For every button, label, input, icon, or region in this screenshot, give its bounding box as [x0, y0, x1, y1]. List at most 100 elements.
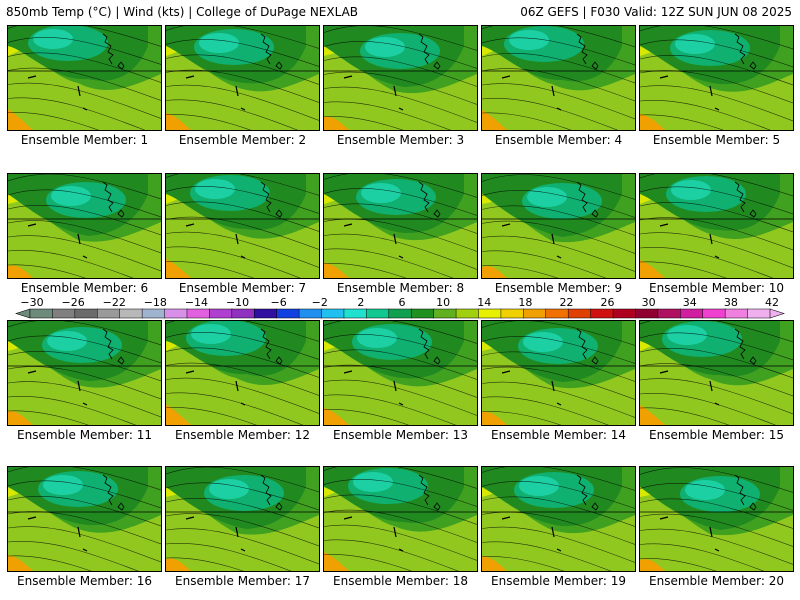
great-lakes-outline: [418, 328, 430, 360]
wind-barbs: [185, 370, 246, 406]
great-lakes-outline: [418, 474, 430, 506]
temperature-map: [482, 467, 635, 571]
lake-outline: [117, 61, 125, 70]
great-lakes-outline: [734, 33, 746, 65]
great-lakes-outline: [734, 181, 746, 213]
temperature-colorbar: −30 −26 −22 −18 −14 −10 −6 −2 2 6 10 14 18 22 26 30 34 38…: [15, 296, 785, 319]
map-panel: [7, 320, 162, 426]
temperature-map: [8, 26, 161, 130]
warm-corner: [8, 265, 33, 278]
height-contour: [482, 235, 635, 272]
colorbar-tick-label: 34: [683, 296, 697, 309]
temperature-map: [324, 467, 477, 571]
height-contour: [482, 265, 559, 278]
warm-corner: [8, 555, 33, 571]
colorbar-tick-label: 6: [399, 296, 406, 309]
height-contour: [324, 187, 477, 216]
member-caption: Ensemble Member: 18: [333, 574, 468, 588]
colorbar-swatch: [74, 308, 98, 319]
warm-corner: [324, 408, 349, 425]
member-caption: Ensemble Member: 12: [175, 428, 310, 442]
warm-corner: [640, 260, 665, 278]
height-contour: [166, 331, 319, 360]
height-contour: [324, 524, 477, 561]
temperature-map: [166, 321, 319, 425]
map-panel: [323, 173, 478, 279]
height-contour: [324, 321, 477, 344]
colorbar-swatch: [478, 308, 502, 319]
height-contour: [166, 557, 244, 571]
wind-barbs: [659, 516, 720, 552]
warm-corner: [324, 116, 349, 130]
colorbar-swatch: [343, 308, 368, 319]
warm-corner: [166, 558, 191, 571]
colorbar-swatch: [119, 308, 143, 319]
temperature-map: [166, 26, 319, 130]
height-contour: [482, 480, 635, 509]
colorbar-swatch: [97, 308, 121, 319]
ensemble-member-panel: Ensemble Member: 10: [639, 173, 794, 303]
height-contour: [482, 321, 635, 346]
lake-outline: [275, 356, 283, 365]
map-panel: [323, 466, 478, 572]
height-contour: [324, 364, 477, 398]
lake-outline: [433, 502, 441, 511]
coldest-core: [199, 33, 239, 53]
height-contour: [640, 482, 793, 511]
member-caption: Ensemble Member: 9: [494, 281, 623, 295]
height-contour: [166, 26, 319, 49]
member-caption: Ensemble Member: 10: [649, 281, 784, 295]
height-contour: [324, 40, 477, 69]
height-contour: [166, 54, 319, 85]
ensemble-member-panel: Ensemble Member: 14: [481, 320, 636, 450]
warm-corner: [640, 114, 665, 130]
lake-outline: [749, 61, 757, 70]
map-panel: [7, 466, 162, 572]
ensemble-member-panel: Ensemble Member: 1: [7, 25, 162, 155]
height-contour: [640, 543, 765, 571]
ensemble-member-panel: Ensemble Member: 5: [639, 25, 794, 155]
height-contour: [640, 114, 724, 130]
map-panel: [481, 173, 636, 279]
temperature-map: [166, 467, 319, 571]
height-contour: [482, 112, 572, 130]
height-contour: [8, 467, 161, 491]
coldest-core: [675, 34, 715, 54]
colorbar-swatch: [388, 308, 412, 319]
ensemble-member-panel: Ensemble Member: 7: [165, 173, 320, 303]
member-caption: Ensemble Member: 15: [649, 428, 784, 442]
warm-corner: [482, 266, 507, 278]
lake-outline: [591, 61, 599, 70]
lake-outline: [275, 209, 283, 218]
coldest-core: [33, 29, 73, 49]
coldest-core: [191, 324, 231, 344]
colorbar-tick-label: 38: [724, 296, 738, 309]
height-contour: [482, 556, 565, 571]
wind-barbs: [27, 516, 88, 552]
height-contour: [166, 231, 319, 268]
great-lakes-outline: [734, 474, 746, 506]
colorbar-left-arrow: [15, 308, 31, 319]
great-lakes-outline: [102, 474, 114, 506]
height-contour: [8, 366, 161, 400]
great-lakes-outline: [576, 474, 588, 506]
ensemble-member-panel: Ensemble Member: 20: [639, 466, 794, 596]
warm-corner: [640, 405, 665, 425]
coldest-core: [195, 179, 235, 199]
height-contour: [324, 116, 404, 130]
height-contour: [640, 363, 793, 397]
header-right-title: 06Z GEFS | F030 Valid: 12Z SUN JUN 08 20…: [520, 5, 792, 19]
colorbar-tick-label: −30: [20, 296, 43, 309]
height-contour: [482, 98, 619, 130]
height-contour: [166, 528, 319, 565]
colorbar-swatch: [523, 308, 547, 319]
colorbar-swatch: [276, 308, 300, 319]
warm-corner: [482, 556, 507, 571]
wind-barbs: [343, 75, 404, 111]
map-panel: [323, 25, 478, 131]
coldest-core: [353, 472, 393, 492]
height-contour: [8, 396, 137, 425]
coldest-core: [365, 37, 405, 57]
temperature-map: [640, 174, 793, 278]
height-contour: [482, 83, 635, 120]
